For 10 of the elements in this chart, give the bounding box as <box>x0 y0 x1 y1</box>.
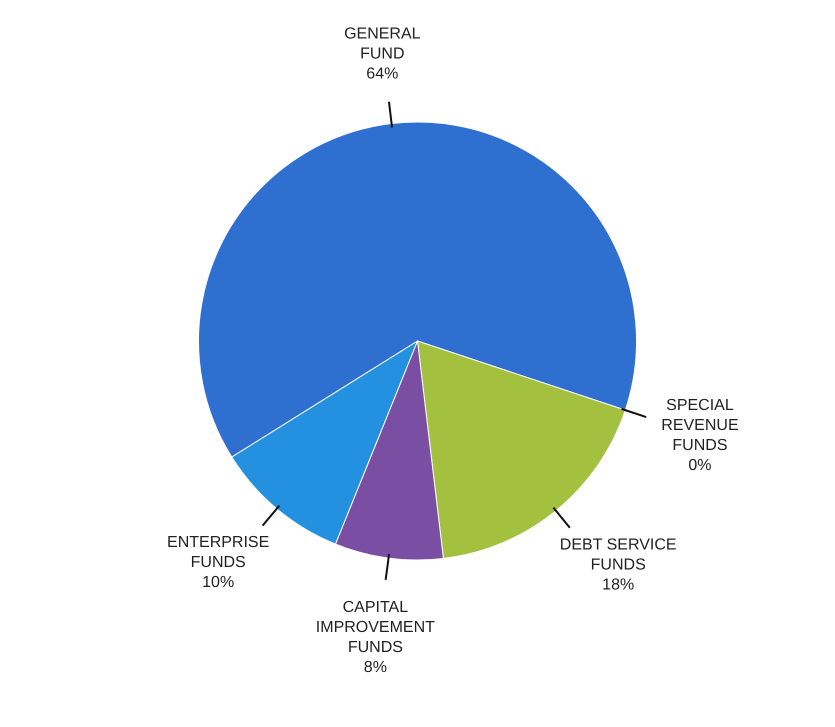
data-label: 18% <box>602 576 634 594</box>
slice-label: CAPITAL IMPROVEMENT FUNDS <box>316 598 436 656</box>
slice-label: DEBT SERVICE FUNDS <box>560 536 677 574</box>
data-label: 10% <box>202 574 234 591</box>
slice-label: ENTERPRISE FUNDS <box>167 534 270 571</box>
data-label: 64% <box>366 65 398 82</box>
slice-label: GENERAL FUND <box>344 25 421 62</box>
text: 0% <box>688 456 712 474</box>
data-label: 8% <box>364 658 387 676</box>
legend-label: SPECIAL REVENUE FUNDS <box>661 396 739 454</box>
